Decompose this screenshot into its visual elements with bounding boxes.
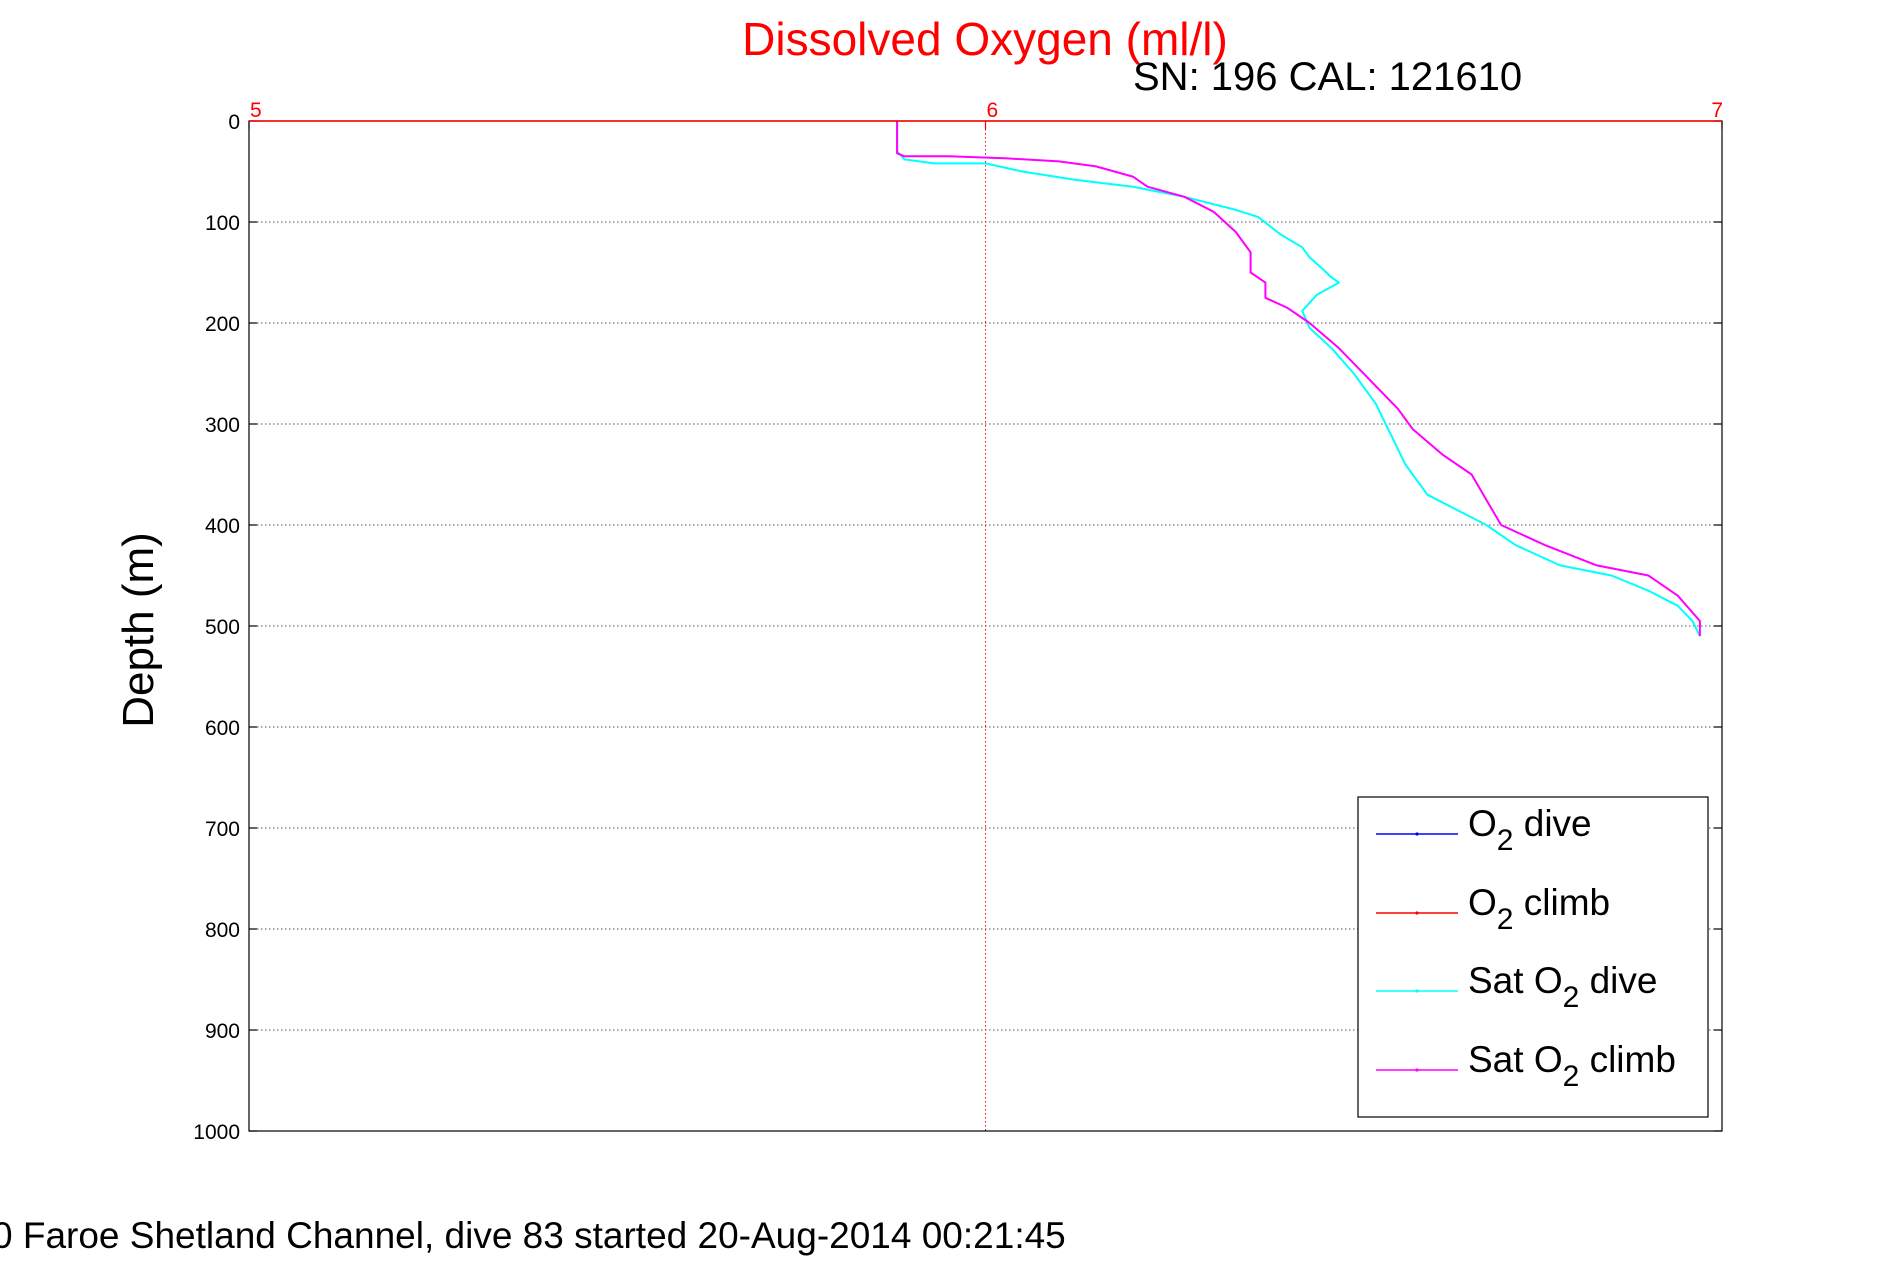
grid-layer (248, 120, 1723, 1132)
legend-label-part: Sat O (1468, 960, 1563, 1001)
legend-label: O2 climb (1468, 882, 1610, 936)
x-tick-label: 6 (987, 99, 999, 122)
chart-title: Dissolved Oxygen (ml/l) (742, 13, 1228, 65)
y-tick-label: 0 (228, 111, 240, 134)
legend-subscript: 2 (1497, 903, 1514, 936)
legend-box (1357, 796, 1709, 1118)
legend-label: Sat O2 climb (1468, 1039, 1676, 1093)
axes-layer (248, 120, 1723, 1132)
x-tick-label: 7 (1711, 99, 1723, 122)
series-layer (896, 121, 1701, 637)
y-tick-label: 600 (205, 717, 240, 740)
legend-label: O2 dive (1468, 803, 1592, 857)
legend-swatch-marker (1415, 832, 1419, 836)
x-tick-label: 5 (250, 99, 262, 122)
legend-subscript: 2 (1497, 824, 1514, 857)
legend-swatch-marker (1415, 989, 1419, 993)
legend-label-part: dive (1579, 960, 1657, 1001)
legend-label-part: O (1468, 882, 1497, 923)
y-tick-label: 500 (205, 616, 240, 639)
y-tick-label: 200 (205, 313, 240, 336)
y-tick-label: 700 (205, 818, 240, 841)
series-line-3 (896, 121, 1701, 637)
legend-subscript: 2 (1563, 1060, 1580, 1093)
legend-subscript: 2 (1563, 981, 1580, 1014)
legend-label-part: climb (1579, 1039, 1676, 1080)
y-tick-label: 800 (205, 919, 240, 942)
legend-swatch-marker (1415, 911, 1419, 915)
y-tick-label: 1000 (193, 1121, 240, 1144)
y-tick-label: 400 (205, 515, 240, 538)
y-tick-label: 900 (205, 1020, 240, 1043)
y-axis-label: Depth (m) (114, 532, 163, 728)
legend-label: Sat O2 dive (1468, 960, 1657, 1014)
legend-label-part: O (1468, 803, 1497, 844)
y-tick-label: 300 (205, 414, 240, 437)
x-tick-labels: 5 6 7 (250, 99, 1723, 122)
legend-label-part: dive (1513, 803, 1591, 844)
y-tick-label: 100 (205, 212, 240, 235)
chart-subtitle: SN: 196 CAL: 121610 (1133, 55, 1522, 99)
legend-label-part: climb (1513, 882, 1610, 923)
dive-caption: 0 Faroe Shetland Channel, dive 83 starte… (0, 1215, 1066, 1256)
y-tick-labels: 0 100 200 300 400 500 600 700 800 900 1000 (193, 111, 240, 1144)
series-line-2 (896, 121, 1701, 637)
legend-label-part: Sat O (1468, 1039, 1563, 1080)
legend-swatch-marker (1415, 1068, 1419, 1072)
